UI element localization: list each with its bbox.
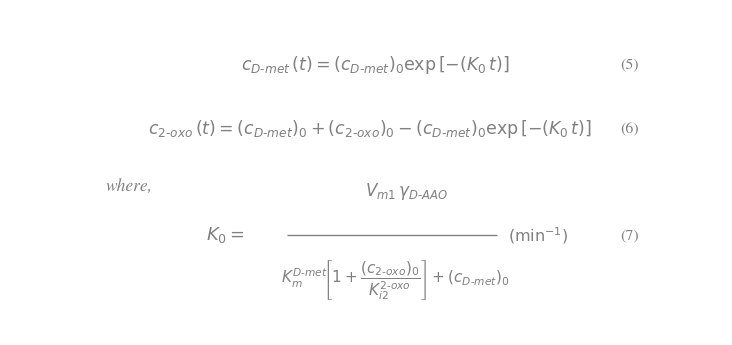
Text: $V_{m1}\,\gamma_{D\text{-}AAO}$: $V_{m1}\,\gamma_{D\text{-}AAO}$	[365, 181, 448, 202]
Text: $c_{2\text{-}oxo}\,(t) = \left(c_{D\text{-}met}\right)_0 + \left(c_{2\text{-}oxo: $c_{2\text{-}oxo}\,(t) = \left(c_{D\text…	[148, 118, 591, 140]
Text: (6): (6)	[620, 122, 639, 136]
Text: (5): (5)	[620, 59, 639, 72]
Text: (7): (7)	[620, 229, 639, 242]
Text: $K_m^{D\text{-}met}\!\left[1 + \dfrac{\left(c_{2\text{-}oxo}\right)_0}{K_{i2}^{2: $K_m^{D\text{-}met}\!\left[1 + \dfrac{\l…	[280, 258, 509, 303]
Text: $c_{D\text{-}met}\,(t) = \left(c_{D\text{-}met}\right)_0 \exp\left[-(K_0\,t)\rig: $c_{D\text{-}met}\,(t) = \left(c_{D\text…	[241, 54, 509, 76]
Text: $K_0 =$: $K_0 =$	[206, 225, 244, 245]
Text: $(\mathrm{min}^{-1})$: $(\mathrm{min}^{-1})$	[509, 225, 569, 246]
Text: where,: where,	[105, 178, 153, 195]
